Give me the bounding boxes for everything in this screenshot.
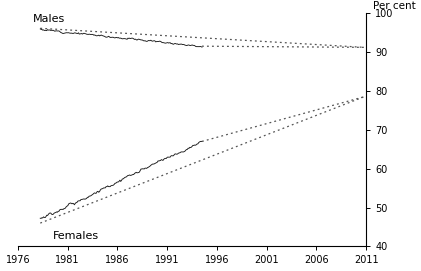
Text: Males: Males: [33, 14, 65, 24]
Text: Females: Females: [53, 231, 99, 241]
Y-axis label: Per cent: Per cent: [373, 1, 416, 11]
